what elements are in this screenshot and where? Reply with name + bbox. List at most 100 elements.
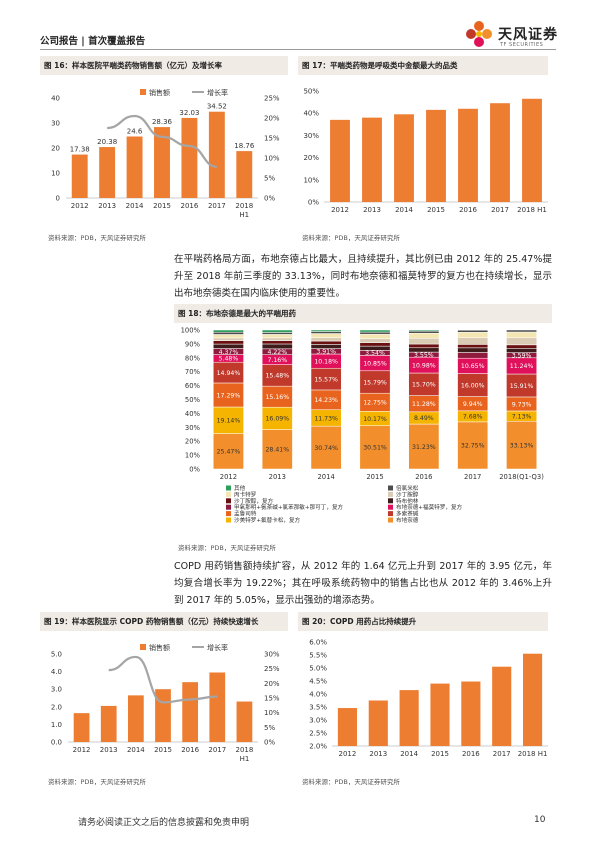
segment-11: [213, 329, 244, 333]
x-tick-label: 2013: [363, 206, 381, 214]
legend-label: 甲氧那明+氨茶碱+氯苯那敏+那可丁，复方: [234, 503, 344, 511]
y-tick-label: 20: [51, 145, 60, 153]
segment-8: [261, 337, 293, 341]
legend-swatch: [388, 491, 393, 497]
bar-2015: [430, 683, 450, 746]
y-tick-label: 20%: [185, 438, 201, 446]
y-tick-label: 4.0: [51, 668, 62, 676]
y2-tick-label: 5%: [264, 175, 275, 183]
segment-label: 3.55%: [414, 352, 434, 359]
y-tick-label: 2.0%: [309, 743, 327, 751]
y-tick-label: 40: [51, 95, 60, 103]
segment-label: 12.75%: [363, 400, 387, 407]
segment-2: [213, 382, 244, 408]
bar-2013: [99, 147, 116, 198]
y-tick-label: 80%: [185, 354, 201, 362]
y-tick-label: 0.0: [51, 739, 62, 747]
x-tick-label: H1: [239, 211, 249, 219]
y2-tick-label: 5%: [264, 724, 275, 732]
segment-0: [213, 433, 244, 470]
x-tick-label: 2012: [71, 202, 89, 210]
y-tick-label: 0%: [189, 466, 200, 474]
bar-value-label: 28.36: [152, 118, 173, 126]
y2-tick-label: 25%: [264, 95, 280, 103]
legend-swatch: [226, 517, 231, 523]
segment-6: [457, 347, 489, 353]
segment-label: 4.37%: [219, 349, 239, 356]
bar-value-label: 32.03: [179, 109, 199, 117]
bar-2014: [399, 690, 419, 746]
segment-label: 11.73%: [314, 415, 338, 422]
segment-7: [506, 344, 537, 349]
logo-name: 天风证券: [498, 27, 558, 43]
segment-7: [310, 340, 342, 345]
x-tick-label: 2013: [269, 473, 286, 481]
segment-label: 3.54%: [365, 350, 385, 357]
y-tick-label: 5.5%: [309, 652, 327, 660]
y2-tick-label: 20%: [264, 115, 280, 123]
y-tick-label: 3.0%: [309, 717, 327, 725]
x-tick-label: 2014: [395, 206, 413, 214]
bar-2014: [126, 136, 143, 198]
bar-2018H1: [236, 151, 253, 198]
segment-11: [261, 329, 293, 333]
bar-2013: [100, 705, 117, 742]
x-tick-label: 2016: [459, 206, 477, 214]
segment-label: 9.73%: [512, 401, 532, 408]
segment-label: 11.24%: [510, 363, 534, 370]
segment-7: [261, 340, 293, 345]
fig19-chart: 0.0 1.0 2.0 3.0 4.0 5.0 0% 5% 10% 15% 20% 25% 30% 201…: [51, 643, 280, 763]
bar-2018H1: [236, 701, 253, 742]
y-tick-label: 30: [51, 120, 60, 128]
segment-9: [506, 331, 537, 339]
bar-2018-H1: [523, 653, 543, 746]
x-tick-label: 2016: [415, 473, 432, 481]
segment-6: [506, 348, 537, 353]
segment-8: [213, 337, 244, 341]
x-tick-label: 2015: [427, 206, 445, 214]
segment-11: [359, 329, 391, 333]
footer-disclaimer: 请务必阅读正文之后的信息披露和免责申明: [78, 818, 250, 828]
fig19-source: 资料来源：PDB，天风证券研究所: [48, 778, 146, 786]
segment-0: [359, 425, 391, 470]
page-number: 10: [534, 815, 546, 825]
segment-label: 5.48%: [219, 356, 239, 363]
paragraph-asthma-market: 在平喘药格局方面，布地奈德占比最大，且持续提升，其比例已由 2012 年的 25…: [174, 254, 552, 299]
y2-tick-label: 10%: [264, 709, 280, 717]
y-tick-label: 4.0%: [309, 691, 327, 699]
fig20-title: 图 20：COPD 用药占比持续提升: [298, 612, 548, 631]
segment-10: [457, 329, 489, 333]
x-tick-label: 2018 H1: [517, 206, 547, 214]
legend-swatch: [388, 485, 393, 491]
y-tick-label: 5.0%: [309, 665, 327, 673]
y2-tick-label: 0%: [264, 195, 275, 203]
y-tick-label: 40%: [303, 110, 319, 118]
segment-0: [408, 423, 440, 470]
bar-2017: [490, 103, 510, 202]
bar-2015: [155, 689, 171, 742]
fig20-chart: 2.0% 2.5% 3.0% 3.5% 4.0% 4.5% 5.0% 5.5% 6.0% 2012…: [309, 639, 548, 758]
legend-swatch: [388, 511, 393, 517]
x-tick-label: 2018: [235, 202, 253, 210]
segment-label: 32.75%: [461, 443, 485, 450]
segment-label: 15.16%: [265, 394, 289, 401]
segment-label: 10.65%: [461, 363, 485, 370]
segment-11: [408, 329, 440, 332]
legend-label: 其他: [234, 484, 246, 492]
legend-swatch: [226, 498, 231, 504]
bar-2013: [368, 700, 388, 746]
segment-label: 15.70%: [412, 382, 436, 389]
fig18-title: 图 18：布地奈德是最大的平喘用药: [174, 304, 552, 323]
segment-label: 15.91%: [510, 383, 534, 390]
segment-6: [261, 343, 293, 350]
segment-label: 7.16%: [267, 357, 287, 364]
x-tick-label: 2012: [73, 746, 91, 754]
segment-10: [408, 330, 440, 334]
x-tick-label: 2014: [127, 746, 145, 754]
segment-label: 11.28%: [412, 401, 436, 408]
bar-2012: [337, 708, 357, 746]
segment-label: 9.94%: [463, 401, 483, 408]
segment-9: [408, 332, 440, 339]
segment-10: [506, 329, 537, 333]
segment-0: [506, 420, 537, 470]
